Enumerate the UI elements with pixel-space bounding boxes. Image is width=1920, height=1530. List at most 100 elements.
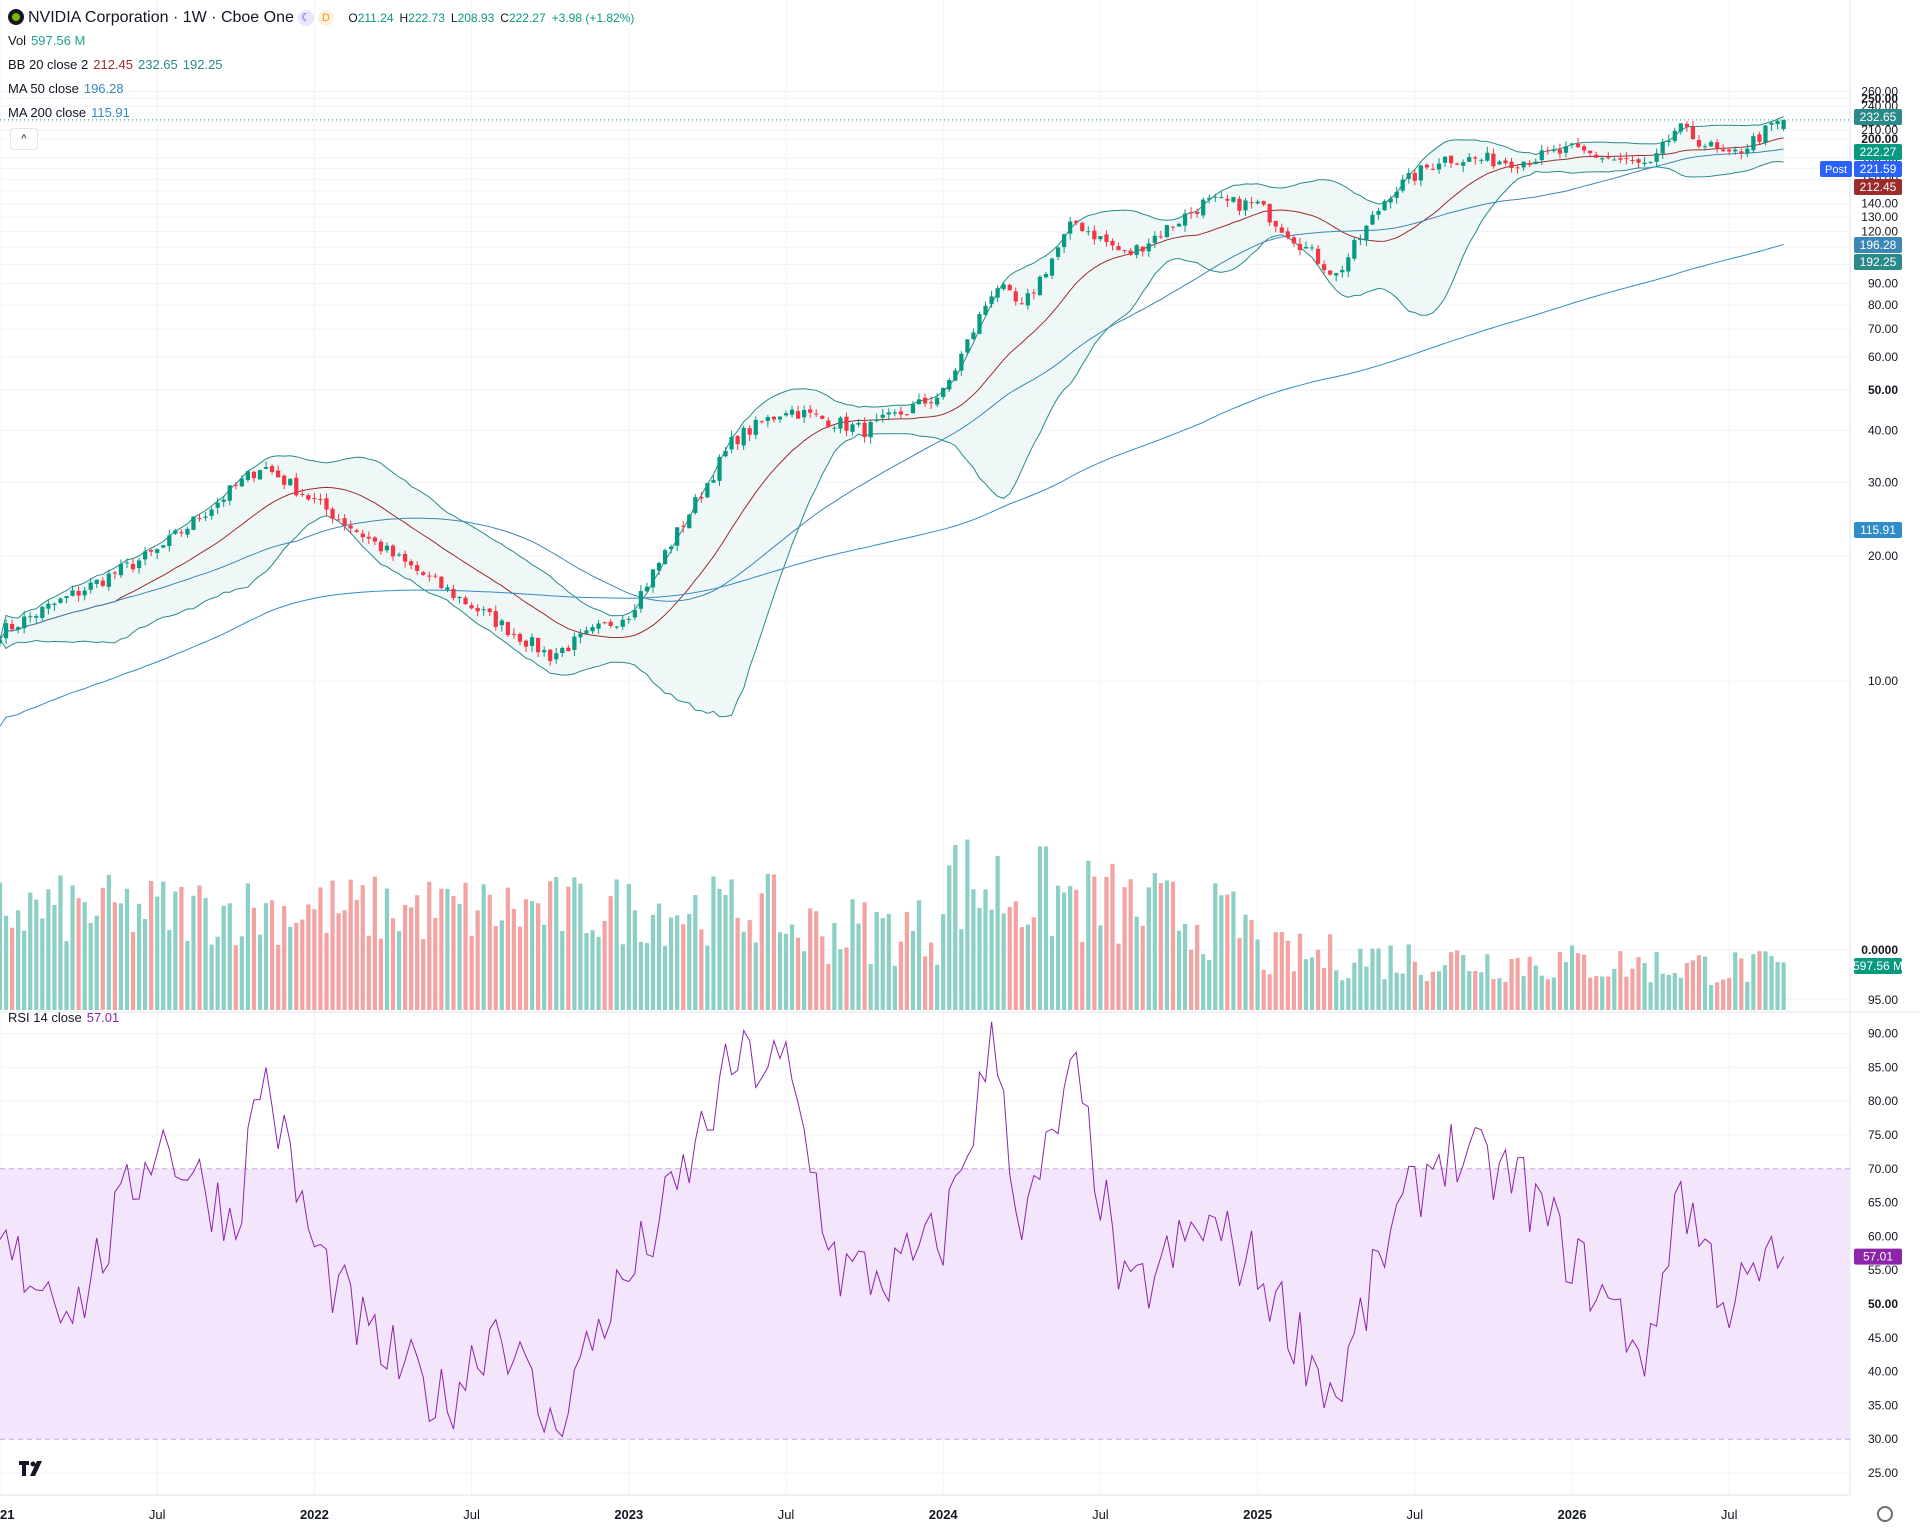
legend-ma50[interactable]: MA 50 close 196.28 (8, 81, 124, 96)
price-label-bg (1854, 254, 1902, 270)
volume-bar (886, 913, 891, 1010)
volume-bar (136, 903, 142, 1010)
volume-bar (76, 898, 81, 1010)
candle-body (989, 296, 994, 305)
volume-bar (493, 926, 498, 1010)
volume-bar (1654, 952, 1659, 1010)
volume-bar (421, 939, 426, 1010)
volume-bar (1763, 951, 1768, 1010)
volume-bar (360, 885, 365, 1010)
volume-bar (221, 905, 226, 1010)
candle-body (1733, 149, 1738, 152)
settings-gear-icon[interactable] (1877, 1506, 1893, 1522)
volume-bar (935, 964, 940, 1010)
candle-body (971, 332, 976, 340)
candle-body (511, 633, 517, 635)
legend-volume[interactable]: Vol 597.56 M (8, 33, 86, 48)
volume-bar (9, 927, 15, 1010)
volume-bar (814, 911, 819, 1010)
volume-bar (439, 888, 444, 1010)
volume-bar (1503, 981, 1508, 1010)
candle-body (941, 387, 946, 398)
volume-bar (179, 886, 184, 1010)
candle-body (1025, 293, 1030, 306)
candle-body (173, 530, 178, 534)
candle-body (197, 518, 202, 520)
volume-bar (1545, 979, 1550, 1010)
volume-bar (384, 888, 390, 1010)
volume-bar (747, 920, 752, 1010)
volume-bar (971, 889, 976, 1010)
candle-body (1600, 158, 1605, 160)
candle-body (149, 550, 154, 552)
candle-body (251, 471, 257, 479)
volume-bar (910, 931, 916, 1010)
volume-bar (1376, 948, 1381, 1010)
candle-body (1315, 248, 1321, 264)
volume-bar (1285, 940, 1290, 1010)
rsi-tick-label: 80.00 (1868, 1094, 1898, 1108)
candle-body (155, 549, 160, 553)
volume-bar (1569, 945, 1575, 1010)
volume-bar (197, 885, 202, 1010)
volume-bar (1267, 974, 1272, 1010)
volume-bar (826, 963, 831, 1010)
legend-bollinger[interactable]: BB 20 close 2 212.45 232.65 192.25 (8, 57, 223, 72)
candle-body (396, 554, 402, 556)
volume-bar (898, 941, 903, 1010)
volume-bar (1442, 965, 1448, 1010)
volume-bar (560, 930, 565, 1010)
volume-bar (977, 907, 982, 1010)
candle-body (874, 419, 879, 422)
candle-body (136, 560, 142, 569)
candle-body (771, 416, 777, 420)
volume-bar (106, 874, 111, 1010)
candle-body (614, 626, 619, 628)
candle-body (838, 417, 843, 429)
price-label-bb_lower: 192.25 (1854, 254, 1902, 270)
candle-body (336, 519, 341, 521)
candle-body (1521, 161, 1526, 168)
candle-body (826, 420, 831, 428)
candle-body (747, 428, 752, 435)
candle-body (445, 587, 450, 590)
volume-bar (1164, 880, 1170, 1010)
collapse-legend-button[interactable]: ^ (10, 128, 38, 150)
candle-body (947, 380, 952, 390)
price-tick-label: 260.00 (1861, 85, 1898, 99)
price-tick-label: 120.00 (1861, 224, 1898, 238)
tradingview-logo-icon[interactable] (18, 1458, 46, 1478)
volume-bar (1690, 960, 1696, 1010)
moon-icon[interactable]: ☾ (297, 10, 314, 26)
candle-body (523, 640, 529, 647)
price-candles (0, 119, 1850, 666)
rsi-tick-label: 35.00 (1868, 1398, 1898, 1412)
price-tick-label: 80.00 (1868, 298, 1898, 312)
symbol-title[interactable]: NVIDIA Corporation · 1W · Cboe One (28, 9, 294, 26)
volume-bar (100, 887, 105, 1010)
candle-body (1285, 231, 1290, 238)
dividend-icon[interactable]: D (317, 10, 334, 26)
time-tick-label: 2026 (1558, 1507, 1587, 1522)
volume-bar (850, 899, 855, 1010)
volume-bar (342, 910, 347, 1010)
volume-bar (64, 941, 69, 1010)
volume-bar (1684, 962, 1689, 1010)
candle-body (300, 493, 305, 495)
volume-bar (644, 943, 650, 1010)
volume-bar (1527, 956, 1532, 1010)
volume-bar (1594, 976, 1599, 1010)
volume-bar (989, 909, 994, 1010)
legend-ma200[interactable]: MA 200 close 115.91 (8, 105, 130, 120)
ma50-line (0, 148, 1784, 640)
legend-rsi[interactable]: RSI 14 close 57.01 (8, 1010, 120, 1025)
candle-body (1122, 250, 1127, 252)
candle-body (977, 314, 982, 334)
time-tick-label: 2024 (929, 1507, 959, 1522)
price-tick-label: 140.00 (1861, 197, 1898, 211)
volume-bar (1321, 967, 1327, 1010)
volume-bar (1068, 886, 1073, 1010)
volume-bar (185, 940, 190, 1010)
volume-bar (1291, 971, 1296, 1010)
